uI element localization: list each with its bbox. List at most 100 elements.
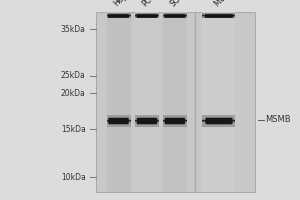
Bar bbox=[135, 125, 159, 126]
Bar bbox=[106, 116, 130, 117]
FancyBboxPatch shape bbox=[136, 14, 158, 18]
Bar bbox=[135, 116, 159, 117]
Bar bbox=[106, 126, 130, 127]
Bar bbox=[106, 124, 130, 125]
Bar bbox=[163, 17, 187, 18]
Text: MSMB: MSMB bbox=[266, 116, 291, 124]
Bar bbox=[135, 118, 159, 119]
Bar bbox=[163, 126, 187, 127]
Text: PC-3: PC-3 bbox=[141, 0, 159, 8]
Bar bbox=[163, 15, 187, 16]
Bar bbox=[202, 123, 236, 124]
Bar bbox=[202, 115, 236, 116]
Bar bbox=[135, 124, 159, 125]
Bar bbox=[163, 117, 187, 118]
Bar bbox=[135, 123, 159, 124]
Bar bbox=[135, 119, 159, 120]
Bar bbox=[163, 14, 187, 15]
Bar bbox=[202, 116, 236, 117]
Bar bbox=[202, 16, 236, 17]
Text: 15kDa: 15kDa bbox=[61, 124, 85, 134]
Bar bbox=[202, 121, 236, 122]
Bar bbox=[135, 15, 159, 16]
Bar bbox=[163, 121, 187, 122]
Bar bbox=[106, 122, 130, 123]
Bar bbox=[106, 121, 130, 122]
FancyBboxPatch shape bbox=[108, 14, 129, 18]
Bar bbox=[106, 117, 130, 118]
Bar bbox=[163, 122, 187, 123]
FancyBboxPatch shape bbox=[108, 118, 129, 124]
Bar bbox=[163, 125, 187, 126]
Bar bbox=[202, 124, 236, 125]
Bar bbox=[163, 123, 187, 124]
Bar bbox=[106, 119, 130, 120]
Bar bbox=[106, 17, 130, 18]
Bar bbox=[163, 120, 187, 121]
Bar bbox=[135, 16, 159, 17]
Bar bbox=[163, 125, 187, 126]
Bar bbox=[163, 120, 187, 121]
Bar bbox=[135, 117, 159, 118]
Bar bbox=[106, 120, 130, 121]
Bar bbox=[135, 14, 159, 15]
Bar bbox=[163, 124, 187, 125]
Bar bbox=[135, 13, 159, 14]
Bar bbox=[202, 14, 236, 15]
Bar bbox=[135, 17, 159, 18]
Bar bbox=[106, 118, 130, 119]
Text: SGC-7901: SGC-7901 bbox=[169, 0, 202, 8]
Bar bbox=[202, 16, 236, 17]
Bar bbox=[106, 116, 130, 117]
Bar bbox=[135, 12, 159, 192]
FancyBboxPatch shape bbox=[206, 118, 233, 124]
Bar bbox=[163, 13, 187, 14]
Bar bbox=[202, 119, 236, 120]
Bar bbox=[106, 125, 130, 126]
Bar bbox=[163, 13, 187, 14]
Bar bbox=[163, 116, 187, 117]
Bar bbox=[163, 16, 187, 17]
Bar bbox=[163, 119, 187, 120]
Bar bbox=[163, 15, 187, 16]
FancyBboxPatch shape bbox=[164, 14, 185, 18]
Bar bbox=[135, 119, 159, 120]
Bar bbox=[106, 15, 130, 16]
Bar bbox=[202, 119, 236, 120]
Bar bbox=[135, 14, 159, 15]
Bar bbox=[135, 122, 159, 123]
Bar bbox=[135, 120, 159, 121]
Bar bbox=[202, 120, 236, 121]
Bar bbox=[106, 13, 130, 14]
Bar bbox=[135, 123, 159, 124]
Bar bbox=[202, 122, 236, 123]
Text: Mouse testis: Mouse testis bbox=[213, 0, 253, 8]
Bar bbox=[163, 115, 187, 116]
Bar bbox=[202, 126, 236, 127]
Bar bbox=[135, 121, 159, 122]
Bar bbox=[135, 17, 159, 18]
Bar bbox=[163, 119, 187, 120]
Text: 20kDa: 20kDa bbox=[61, 88, 85, 98]
Text: 35kDa: 35kDa bbox=[61, 24, 85, 33]
Bar bbox=[106, 119, 130, 120]
Bar bbox=[163, 118, 187, 119]
Bar bbox=[135, 119, 159, 120]
Bar bbox=[135, 116, 159, 117]
Bar bbox=[202, 117, 236, 118]
Bar bbox=[163, 122, 187, 123]
Bar bbox=[202, 119, 236, 120]
Bar bbox=[106, 120, 130, 121]
Bar bbox=[135, 124, 159, 125]
Bar bbox=[135, 13, 159, 14]
Bar bbox=[106, 123, 130, 124]
Bar bbox=[202, 124, 236, 125]
Text: HepG2: HepG2 bbox=[112, 0, 137, 8]
Bar bbox=[106, 115, 130, 116]
Bar bbox=[106, 17, 130, 18]
Bar bbox=[135, 126, 159, 127]
Bar bbox=[202, 117, 236, 118]
Bar bbox=[135, 117, 159, 118]
Bar bbox=[163, 12, 187, 192]
Bar bbox=[202, 15, 236, 16]
